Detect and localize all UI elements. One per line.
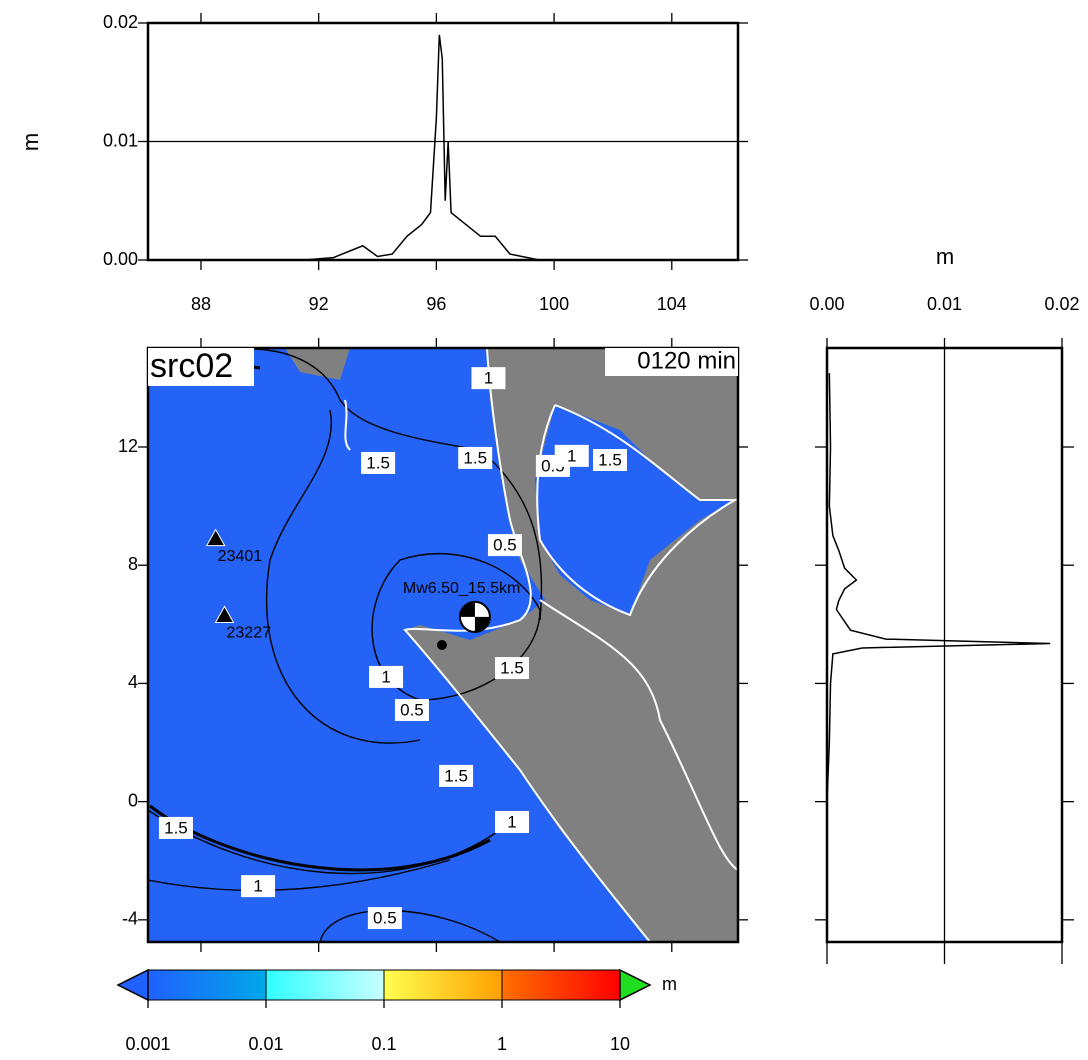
x-tick-label: 96 [426,294,446,314]
contour-label-box [592,449,627,472]
station-label: 23227 [227,625,272,642]
x-tick-label: 0.02 [1044,294,1079,314]
event-label: Mw6.50_15.5km [403,580,520,597]
contour-label-box [439,764,474,787]
colorbar-under [116,968,149,1002]
contour-label: 1.5 [164,818,188,837]
colorbar-segment [501,969,621,1001]
contour-label: 1 [253,877,262,896]
x-tick-label: 104 [657,294,687,314]
map-frame [146,346,740,944]
contour-label: 1.5 [463,448,487,467]
station-marker [214,605,235,623]
contour-label-box [458,446,493,469]
contour-label: 1 [507,813,516,832]
profile-line [826,373,1051,942]
colorbar-tick-label: 0.1 [371,1034,396,1054]
colorbar-tick-label: 1 [497,1034,507,1054]
contour-label-box [361,451,396,474]
time-annotation: 0120 min [637,347,736,374]
map-title: src02 [150,347,233,385]
x-tick-label: 0.00 [809,294,844,314]
contour-label: 0.5 [493,536,517,555]
contour-label: 1.5 [444,766,468,785]
colorbar-unit: m [662,974,677,994]
colorbar-tick-label: 0.001 [125,1034,170,1054]
x-axis-label: m [936,244,954,269]
contour-label: 1 [381,667,390,686]
colorbar-segment [383,969,503,1001]
profile-line [148,34,540,261]
contour-label-box [495,657,530,680]
colorbar-segment [147,969,267,1001]
colorbar-tick-label: 10 [610,1034,630,1054]
y-tick-label: 0.01 [103,130,138,150]
y-tick-label: 0 [128,790,138,810]
contour-label: 1.5 [500,659,524,678]
contour-label: 1.5 [366,453,390,472]
station-marker [205,528,226,547]
station-label: 23401 [218,548,263,565]
y-tick-label: 12 [118,436,138,456]
focal-mechanism-shade [459,601,490,632]
contour-label-box [241,875,276,898]
contour-label: 1 [484,369,493,388]
annotation-box [605,348,738,376]
colorbar-over [619,968,652,1002]
title-box [148,348,254,386]
coastline [344,348,738,942]
colorbar-segment [265,969,385,1001]
contour-label: 0.5 [373,909,397,928]
x-tick-label: 92 [309,294,329,314]
contour-label: 1.5 [598,450,622,469]
contour-label-box [367,907,402,930]
land [285,348,350,380]
y-tick-label: 0.00 [103,249,138,269]
contour-label-box [495,811,530,834]
contour-label-box [394,699,429,722]
y-tick-label: 4 [128,672,138,692]
y-tick-label: 0.02 [103,12,138,32]
contour-label: 0.5 [400,700,424,719]
contour-label-box [471,367,506,390]
y-tick-label: -4 [122,909,138,929]
colorbar-tick-label: 0.01 [248,1034,283,1054]
x-tick-label: 0.01 [927,294,962,314]
contour-label: 1 [567,446,576,465]
x-tick-label: 100 [539,294,569,314]
contour-label-box [158,816,193,839]
contour-label-box [369,665,404,688]
y-axis-label: m [18,133,43,151]
x-tick-label: 88 [191,294,211,314]
epicenter [436,640,447,650]
contour-label-box [554,444,589,467]
y-tick-label: 8 [128,554,138,574]
contour-label-box [487,534,522,557]
